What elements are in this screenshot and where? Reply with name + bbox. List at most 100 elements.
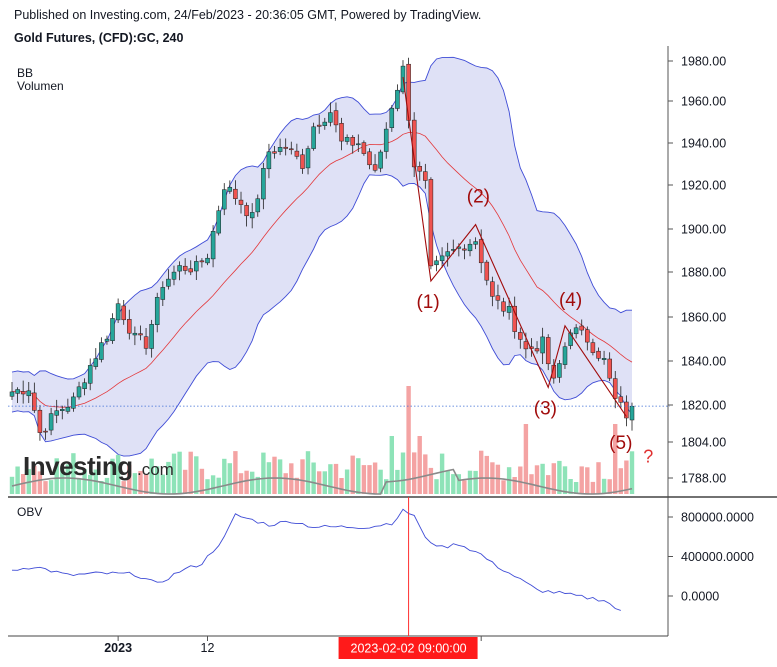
candle-body — [238, 199, 244, 205]
candle-body — [629, 405, 635, 421]
volume-bar — [389, 436, 394, 494]
candle-body — [182, 265, 188, 271]
candle-body — [233, 188, 238, 199]
candle-body — [277, 147, 283, 152]
volume-bar — [88, 474, 93, 494]
candle-body — [523, 341, 529, 350]
candle-body — [154, 297, 160, 325]
bb-lower-line — [11, 174, 633, 457]
candle-body — [473, 241, 478, 245]
candle-body — [612, 378, 618, 399]
candle-body — [423, 171, 428, 181]
volume-bar — [579, 466, 584, 494]
wave-path — [402, 76, 627, 417]
candle-body — [322, 121, 328, 126]
volume-bar — [378, 469, 383, 494]
candle-body — [596, 350, 601, 359]
volume-bar — [540, 463, 545, 494]
candle-body — [462, 248, 467, 251]
volume-bar — [434, 479, 439, 494]
volume-bar — [384, 479, 389, 494]
candle-body — [261, 168, 266, 200]
candle-body — [316, 124, 322, 127]
volume-bar — [300, 459, 305, 494]
candle-body — [350, 137, 355, 146]
volume-bar — [456, 474, 461, 494]
volume-bar — [76, 478, 82, 494]
candle-body — [585, 329, 590, 343]
candle-body — [121, 305, 126, 321]
candles — [8, 57, 670, 441]
obv-tick-label: 0.0000 — [681, 590, 719, 604]
volume-bar — [328, 464, 333, 494]
candle-body — [529, 346, 534, 349]
volume-bar — [160, 474, 165, 494]
candle-body — [562, 346, 568, 365]
volume-bar — [339, 478, 344, 494]
wave-label: (4) — [559, 290, 582, 311]
volume-bar — [177, 451, 182, 494]
volume-bar — [428, 467, 434, 494]
volume-bar — [629, 451, 635, 494]
brand-suffix: .com — [137, 460, 174, 479]
candle-body — [607, 358, 612, 379]
crosshair-time-badge — [338, 637, 478, 659]
volume-bar — [115, 454, 121, 494]
volume-bar — [512, 477, 517, 494]
price-tick-label: 1980.00 — [681, 55, 726, 69]
volume-bar — [590, 481, 596, 494]
elliott-wave: (1) (2) (3) (4) (5)? — [402, 76, 653, 466]
candle-body — [37, 409, 43, 433]
candle-body — [361, 142, 367, 154]
volume-bar — [138, 471, 143, 494]
volume-bar — [216, 477, 221, 494]
candle-body — [618, 396, 624, 403]
candle-body — [20, 391, 26, 395]
volume-bar — [166, 461, 171, 494]
candle-body — [244, 205, 249, 217]
volume-bar — [54, 458, 59, 494]
volume-bar — [417, 436, 422, 494]
volume-bar — [484, 455, 489, 494]
candle-body — [99, 342, 104, 360]
volume-bar — [624, 460, 629, 494]
volume-bar — [596, 462, 601, 494]
candle-body — [222, 189, 227, 210]
price-tick-label: 1960.00 — [681, 95, 726, 109]
volume-bar — [255, 476, 260, 494]
volume-bar — [613, 424, 618, 494]
candle-body — [199, 260, 205, 263]
candle-body — [344, 137, 350, 142]
volume-bar — [32, 465, 37, 494]
volume-bar — [283, 473, 288, 494]
candle-body — [568, 332, 573, 346]
crosshair-time-label: 2023-02-02 09:00:00 — [351, 642, 467, 656]
candle-body — [428, 179, 434, 267]
candle-body — [328, 112, 333, 123]
bb-middle-line — [11, 131, 633, 408]
volume-bar — [423, 454, 428, 494]
wave-question-mark: ? — [643, 446, 653, 466]
candle-body — [132, 332, 138, 336]
axes: 1980.00 1960.00 1940.00 1920.00 1900.00 1880.… — [8, 46, 777, 659]
volume-bar — [183, 469, 188, 494]
wave-label: (1) — [416, 292, 439, 313]
volume-bar — [71, 453, 76, 494]
price-tick-label: 1900.00 — [681, 223, 726, 237]
time-tick-label: 2023 — [104, 641, 132, 655]
volume-label: Volumen — [17, 79, 64, 93]
candle-body — [518, 332, 523, 340]
volume-bar — [445, 471, 450, 494]
bollinger-bands — [11, 56, 633, 457]
obv-tick-label: 400000.0000 — [681, 550, 754, 564]
candle-body — [579, 325, 584, 331]
candle-body — [545, 337, 551, 365]
candle-body — [356, 143, 361, 146]
price-tick-label: 1880.00 — [681, 266, 726, 280]
candle-body — [389, 107, 395, 128]
price-tick-label: 1788.00 — [681, 472, 726, 486]
candle-body — [15, 389, 20, 394]
obv-line — [11, 508, 621, 611]
